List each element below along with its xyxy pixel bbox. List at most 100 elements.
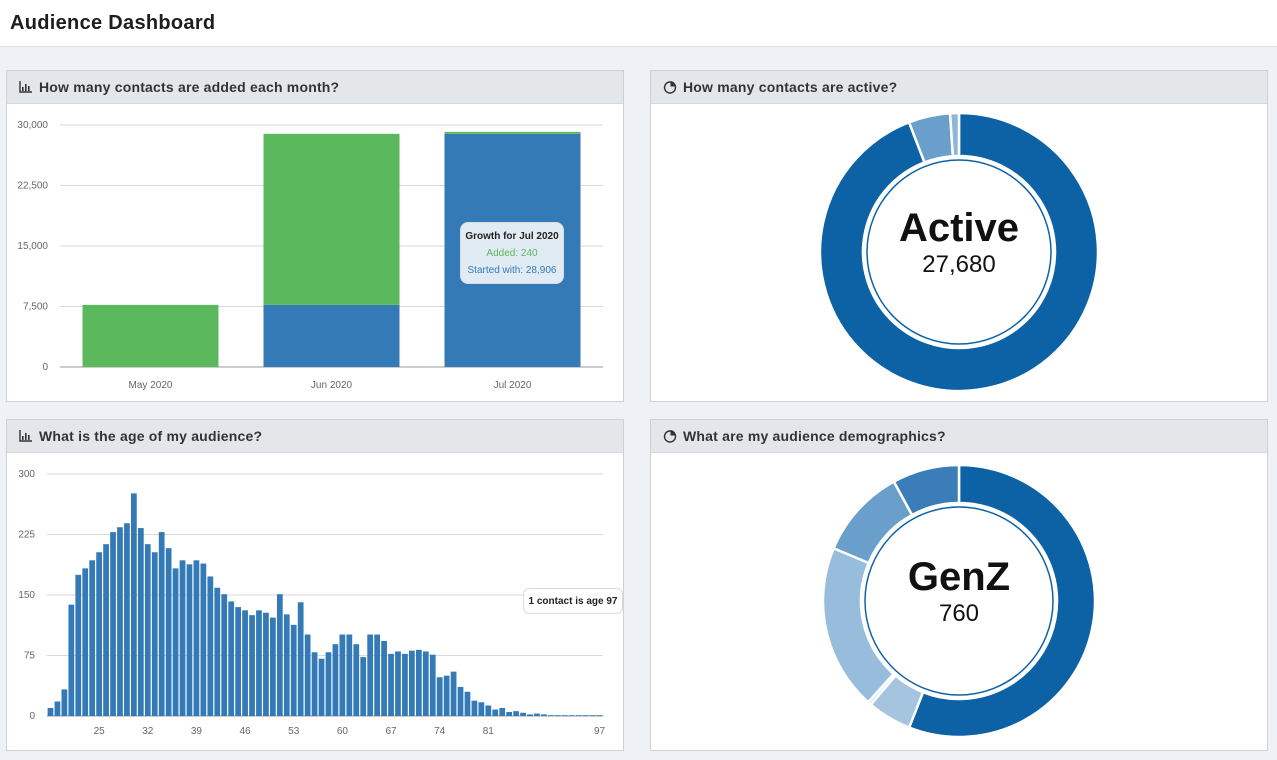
histogram-bar — [228, 601, 235, 716]
histogram-bar — [193, 560, 200, 716]
donut-center: GenZ 760 — [859, 554, 1059, 628]
monthly-contacts-chart: 0 7,500 15,000 22,500 30,000 May 2020 Jun 2020… — [17, 120, 603, 391]
histogram-bar — [568, 715, 575, 716]
histogram-bar — [75, 574, 82, 716]
histogram-bar — [158, 532, 165, 716]
histogram-bar — [214, 587, 221, 716]
histogram-bar — [235, 607, 241, 716]
histogram-bar — [506, 711, 513, 716]
histogram-bar — [137, 528, 144, 716]
histogram-bar — [589, 715, 596, 716]
histogram-bar — [200, 563, 207, 716]
histogram-bar — [596, 715, 603, 716]
histogram-bar — [103, 544, 109, 716]
y-tick-label: 225 — [18, 530, 35, 541]
histogram-bar — [249, 615, 255, 716]
donut-inner-ring — [866, 159, 1052, 345]
donut-slice — [948, 111, 961, 158]
x-tick-label: 74 — [434, 726, 446, 737]
histogram-bar — [513, 711, 519, 716]
audience-age-panel: What is the age of my audience? 0 75 150 22… — [6, 419, 624, 751]
donut-center-label: GenZ — [907, 555, 1011, 599]
page-title: Audience Dashboard — [10, 12, 216, 34]
histogram-bar — [332, 644, 339, 716]
histogram-bar — [450, 671, 457, 716]
histogram-bar — [554, 715, 561, 716]
histogram-bar — [492, 709, 499, 716]
histogram-bar — [276, 594, 283, 716]
histogram-bar — [409, 650, 415, 716]
histogram-bar — [485, 705, 492, 716]
histogram-bar — [82, 568, 89, 716]
panel-title: What is the age of my audience? — [39, 428, 263, 444]
y-tick-label: 30,000 — [17, 120, 48, 131]
histogram-bar — [263, 612, 269, 716]
histogram-bar — [381, 640, 387, 716]
audience-age-chart: 0 75 150 225 300 25 32 39 46 53 60 67 74 81 97 — [18, 469, 606, 737]
tooltip-title: Growth for Jul 2020 — [465, 231, 559, 242]
pie-chart-icon — [662, 79, 678, 95]
x-tick-label: Jul 2020 — [494, 380, 532, 391]
histogram-bar — [457, 686, 464, 716]
histogram-bar — [110, 532, 116, 716]
histogram-bar — [207, 576, 214, 716]
histogram-bar — [360, 657, 367, 716]
histogram-bar — [117, 527, 123, 716]
histogram-bar — [561, 715, 568, 716]
histogram-bar — [54, 701, 61, 716]
growth-tooltip: Growth for Jul 2020 Added: 240 Started w… — [460, 222, 564, 284]
y-tick-label: 0 — [42, 362, 48, 373]
histogram-bar — [499, 707, 506, 716]
donut-center-value: 27,680 — [922, 251, 996, 278]
histogram-bar — [68, 604, 75, 716]
y-tick-label: 75 — [24, 651, 36, 662]
donut-inner-ring — [864, 506, 1054, 696]
donut-slice — [892, 463, 961, 517]
histogram-bar — [367, 634, 374, 716]
x-tick-label: 60 — [337, 726, 349, 737]
bar-segment — [82, 304, 219, 367]
bar-chart-icon — [18, 79, 34, 95]
histogram-bar — [325, 652, 332, 716]
y-tick-label: 15,000 — [17, 241, 48, 252]
panel-header: What is the age of my audience? — [7, 420, 623, 453]
age-tooltip-text: 1 contact is age 97 — [528, 596, 618, 607]
histogram-bar — [415, 649, 422, 716]
x-tick-label: 97 — [594, 726, 606, 737]
y-tick-label: 7,500 — [23, 302, 48, 313]
histogram-bar — [96, 552, 102, 716]
demographics-panel: What are my audience demographics? GenZ … — [650, 419, 1268, 751]
histogram-bar — [242, 610, 248, 716]
histogram-bar — [548, 715, 554, 716]
histogram-bar — [61, 689, 68, 716]
donut-center-label: Active — [898, 206, 1020, 250]
histogram-bar — [471, 700, 478, 716]
histogram-bar — [297, 602, 304, 716]
histogram-bar — [131, 493, 137, 716]
histogram-bar — [582, 715, 589, 716]
histogram-bar — [151, 552, 158, 716]
bar-segment — [444, 131, 581, 134]
histogram-bar — [304, 634, 311, 716]
x-tick-label: May 2020 — [129, 380, 173, 391]
panel-header: How many contacts are active? — [651, 71, 1267, 104]
x-tick-label: Jun 2020 — [311, 380, 353, 391]
donut-slice — [818, 111, 1100, 393]
histogram-bar — [443, 675, 450, 716]
histogram-bar — [89, 560, 96, 716]
active-contacts-donut — [818, 111, 1100, 393]
histogram-bar — [575, 715, 582, 716]
histogram-bar — [339, 634, 346, 716]
histogram-bar — [527, 714, 533, 716]
x-tick-label: 25 — [94, 726, 106, 737]
histogram-bar — [165, 548, 172, 716]
histogram-bar — [395, 651, 401, 716]
histogram-bar — [318, 658, 325, 716]
x-tick-label: 53 — [288, 726, 300, 737]
panel-title: How many contacts are active? — [683, 79, 898, 95]
histogram-bar — [172, 568, 179, 716]
y-tick-label: 300 — [18, 469, 35, 480]
donut-center-value: 760 — [938, 600, 980, 627]
histogram-bar — [534, 713, 540, 716]
panel-header: What are my audience demographics? — [651, 420, 1267, 453]
